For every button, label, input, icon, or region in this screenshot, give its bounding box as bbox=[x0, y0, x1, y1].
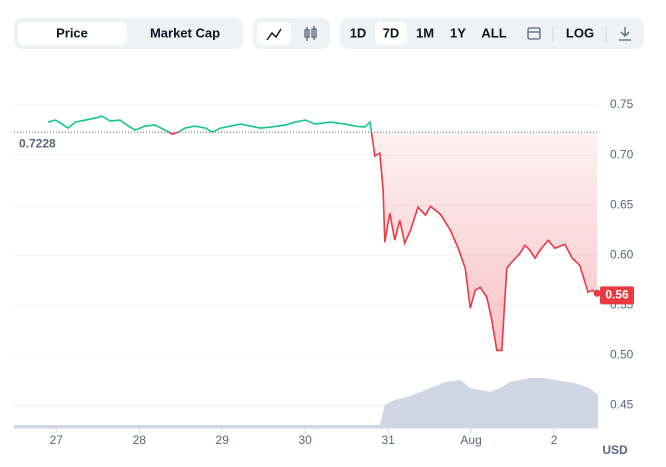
line-button[interactable] bbox=[257, 22, 291, 45]
y-tick-label: 0.60 bbox=[610, 247, 634, 261]
y-tick-label: 0.50 bbox=[610, 348, 634, 362]
calendar-icon[interactable] bbox=[527, 27, 541, 40]
x-tick-label: 30 bbox=[298, 433, 312, 447]
range-7d[interactable]: 7D bbox=[383, 25, 400, 40]
range-group bbox=[340, 18, 644, 49]
y-tick-label: 0.70 bbox=[610, 147, 634, 161]
line-down bbox=[167, 132, 598, 352]
baseline-label-bg bbox=[16, 136, 58, 152]
baseline-label: 0.7228 bbox=[19, 136, 56, 150]
tab-active bbox=[18, 22, 127, 45]
price-label: 0.56 bbox=[605, 287, 629, 301]
y-tick-label: 0.45 bbox=[610, 398, 634, 412]
y-tick-label: 0.65 bbox=[610, 197, 634, 211]
x-tick-label: 29 bbox=[216, 433, 230, 447]
range-1y[interactable]: 1Y bbox=[450, 25, 466, 40]
candle-icon[interactable] bbox=[304, 26, 317, 41]
price-badge bbox=[600, 286, 634, 305]
line-up bbox=[47, 115, 373, 133]
x-tick-label: 28 bbox=[133, 433, 147, 447]
range-1d[interactable]: 1D bbox=[350, 25, 367, 40]
range-active bbox=[375, 22, 407, 45]
currency-label: USD bbox=[602, 443, 628, 457]
x-tick-label: 2 bbox=[551, 433, 558, 447]
last-point bbox=[593, 289, 601, 297]
x-tick-label: Aug bbox=[460, 433, 481, 447]
log-button[interactable]: LOG bbox=[566, 25, 594, 40]
tab-market-cap[interactable]: Market Cap bbox=[150, 25, 220, 40]
volume-area bbox=[14, 378, 598, 428]
tab-price[interactable]: Price bbox=[56, 25, 88, 40]
x-tick-label: 31 bbox=[381, 433, 395, 447]
range-all[interactable]: ALL bbox=[481, 25, 506, 40]
area-down bbox=[48, 132, 598, 351]
range-1m[interactable]: 1M bbox=[416, 25, 434, 40]
line-icon bbox=[266, 28, 282, 41]
x-tick-label: 27 bbox=[50, 433, 64, 447]
y-tick-label: 0.75 bbox=[610, 97, 634, 111]
download-icon[interactable] bbox=[619, 27, 631, 41]
